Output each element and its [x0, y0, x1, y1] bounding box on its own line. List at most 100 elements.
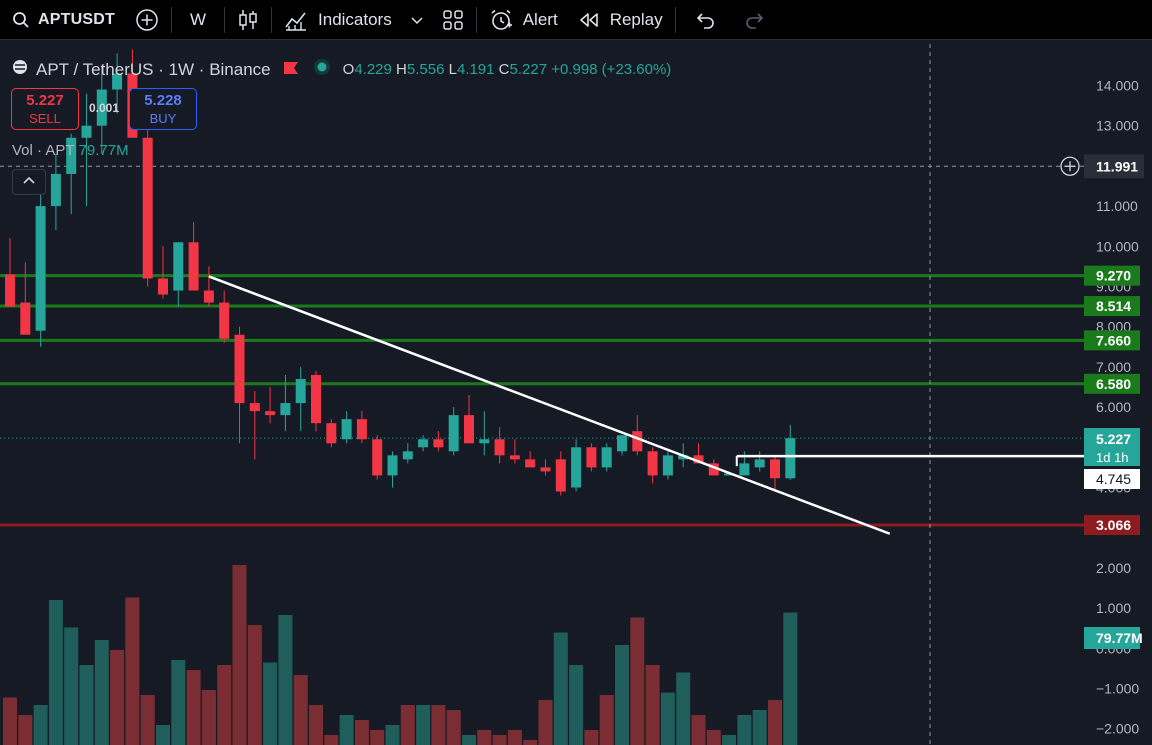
candle-body[interactable]: [693, 455, 704, 464]
volume-bar: [33, 705, 48, 745]
buy-price: 5.228: [144, 92, 182, 109]
candle-body[interactable]: [265, 411, 276, 416]
volume-bar: [569, 665, 584, 745]
candle-body[interactable]: [632, 431, 643, 452]
candle-body[interactable]: [295, 378, 306, 404]
close-value: 5.227: [509, 61, 548, 78]
candle-body[interactable]: [540, 467, 551, 472]
candle-body[interactable]: [341, 419, 352, 440]
candle-body[interactable]: [402, 451, 413, 460]
candle-body[interactable]: [20, 302, 31, 335]
candle-body[interactable]: [571, 447, 582, 488]
candle-body[interactable]: [708, 463, 719, 476]
candle-body[interactable]: [234, 334, 245, 404]
candle-body[interactable]: [494, 439, 505, 456]
level-price-tag: [1084, 296, 1140, 317]
volume-bar: [752, 710, 767, 745]
redo-button[interactable]: [732, 0, 778, 40]
candle-body[interactable]: [81, 125, 92, 138]
candle-body[interactable]: [785, 438, 796, 479]
candle-body[interactable]: [601, 447, 612, 468]
volume-value-label: 79.77M: [1096, 630, 1143, 646]
volume-bar: [660, 692, 675, 745]
redo-icon: [744, 11, 766, 29]
candle-body[interactable]: [173, 242, 184, 291]
volume-label: Vol · APT: [12, 142, 75, 159]
candle-body[interactable]: [326, 423, 337, 444]
toolbar-divider: [271, 6, 273, 33]
candle-body[interactable]: [311, 374, 321, 424]
trendline[interactable]: [208, 275, 891, 535]
alert-button[interactable]: Alert: [479, 0, 568, 40]
candle-body[interactable]: [112, 73, 123, 90]
candle-body[interactable]: [617, 435, 627, 452]
volume-bar: [553, 632, 568, 745]
volume-value-tag: [1084, 627, 1140, 649]
candle-body[interactable]: [739, 463, 750, 476]
candle-body[interactable]: [770, 459, 780, 479]
candle-body[interactable]: [678, 455, 689, 460]
toolbar-divider: [475, 6, 477, 33]
indicators-dropdown-button[interactable]: [402, 0, 432, 40]
volume-bar: [615, 645, 629, 745]
price-tick-label: 11.000: [1096, 198, 1138, 214]
candle-body[interactable]: [724, 473, 735, 476]
candle-body[interactable]: [387, 455, 398, 476]
candle-body[interactable]: [479, 439, 490, 444]
volume-bar: [523, 740, 538, 745]
interval-button[interactable]: W: [174, 0, 222, 40]
candle-body[interactable]: [249, 403, 260, 412]
candle-body[interactable]: [754, 459, 765, 468]
candle-body[interactable]: [142, 137, 153, 279]
candle-body[interactable]: [418, 439, 429, 448]
candle-body[interactable]: [188, 242, 199, 291]
toolbar-divider: [170, 6, 172, 33]
volume-bar: [599, 695, 614, 745]
candle-body[interactable]: [50, 173, 61, 207]
candle-body[interactable]: [219, 302, 230, 339]
level-price-label: 3.066: [1096, 517, 1131, 533]
spread-value: 0.001: [89, 101, 120, 115]
candle-body[interactable]: [525, 459, 536, 468]
replay-button[interactable]: Replay: [568, 0, 673, 40]
candle-body[interactable]: [280, 403, 291, 416]
symbol-search-button[interactable]: APTUSDT: [0, 0, 125, 40]
candle-body[interactable]: [586, 447, 597, 468]
candle-body[interactable]: [35, 206, 46, 331]
candle-body[interactable]: [158, 278, 168, 295]
candle-body[interactable]: [433, 439, 444, 448]
candle-body[interactable]: [555, 459, 566, 492]
candle-body[interactable]: [5, 274, 15, 307]
layouts-button[interactable]: [432, 0, 474, 40]
candle-body[interactable]: [647, 451, 658, 476]
undo-button[interactable]: [678, 0, 732, 40]
candle-body[interactable]: [448, 415, 459, 452]
candle-body[interactable]: [662, 455, 673, 476]
volume-bar: [201, 690, 216, 745]
chart-type-button[interactable]: [227, 0, 269, 40]
volume-bar: [293, 675, 308, 745]
candle-body[interactable]: [66, 137, 77, 174]
volume-bar: [370, 730, 385, 745]
close-label: C: [498, 61, 510, 78]
candle-body[interactable]: [464, 415, 474, 444]
sell-button[interactable]: 5.227 SELL: [11, 88, 79, 130]
candle-body[interactable]: [356, 419, 367, 440]
add-alert-icon[interactable]: [1060, 156, 1080, 176]
flag-icon[interactable]: [283, 60, 299, 80]
indicators-button[interactable]: Indicators: [274, 0, 402, 40]
price-tick-label: 1.000: [1096, 600, 1131, 616]
candle-body[interactable]: [372, 439, 383, 476]
buy-button[interactable]: 5.228 BUY: [129, 88, 197, 130]
price-tick-label: 10.000: [1096, 238, 1139, 254]
collapse-legend-button[interactable]: [12, 169, 46, 195]
open-value: 4.229: [354, 61, 392, 78]
candle-body[interactable]: [509, 455, 520, 460]
buy-label: BUY: [149, 111, 177, 126]
volume-bar: [722, 735, 737, 745]
toolbar-divider: [674, 6, 676, 33]
candle-body[interactable]: [96, 89, 107, 126]
candle-body[interactable]: [203, 290, 214, 303]
change-value: +0.998 (+23.60%): [551, 61, 672, 78]
compare-symbol-button[interactable]: [125, 0, 169, 40]
